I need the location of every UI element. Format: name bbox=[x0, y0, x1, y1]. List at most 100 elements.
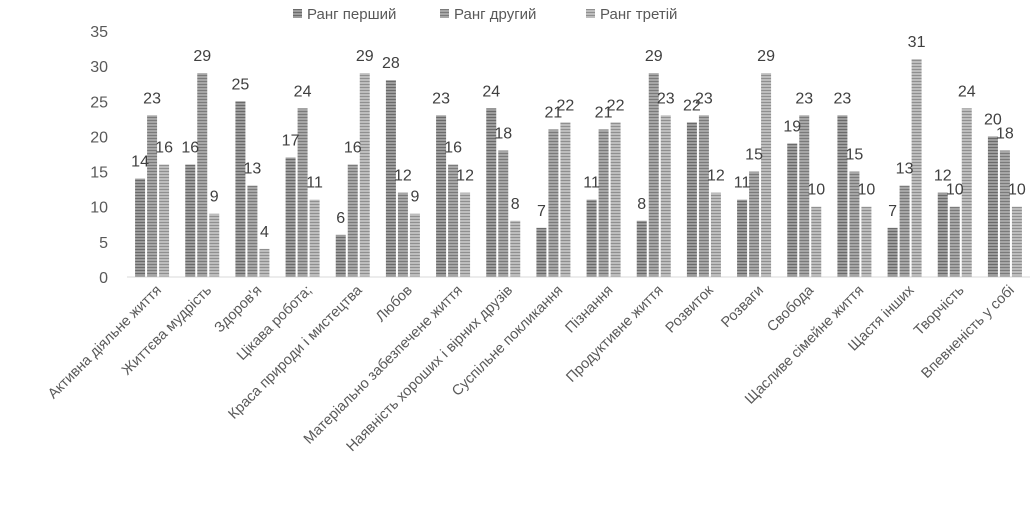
data-label: 31 bbox=[908, 34, 926, 51]
y-tick-label: 15 bbox=[90, 165, 108, 182]
bars bbox=[135, 59, 1022, 278]
data-label: 29 bbox=[645, 48, 663, 65]
bar bbox=[598, 129, 609, 277]
bar bbox=[837, 115, 848, 277]
bar bbox=[961, 108, 972, 277]
bar bbox=[259, 248, 270, 277]
bar bbox=[849, 171, 860, 277]
bar bbox=[987, 136, 998, 277]
data-label: 28 bbox=[382, 55, 400, 72]
x-tick-label: Любов bbox=[373, 282, 416, 325]
data-label: 9 bbox=[210, 189, 219, 206]
data-label: 22 bbox=[557, 97, 575, 114]
data-label: 17 bbox=[282, 133, 300, 150]
data-label: 9 bbox=[410, 189, 419, 206]
data-label: 23 bbox=[695, 90, 713, 107]
data-label: 24 bbox=[294, 83, 312, 100]
data-label: 25 bbox=[232, 76, 250, 93]
data-label: 22 bbox=[683, 97, 701, 114]
legend: Ранг перший Ранг другий Ранг третій bbox=[293, 6, 677, 23]
bar bbox=[560, 122, 571, 277]
bar bbox=[510, 220, 521, 277]
bar bbox=[498, 150, 509, 277]
bar bbox=[359, 73, 370, 278]
data-label: 11 bbox=[306, 175, 323, 192]
data-label: 15 bbox=[745, 147, 763, 164]
bar bbox=[409, 213, 420, 277]
data-label: 12 bbox=[456, 168, 474, 185]
data-label: 16 bbox=[155, 140, 173, 157]
data-label: 10 bbox=[946, 182, 964, 199]
bar bbox=[197, 73, 208, 278]
data-label: 29 bbox=[757, 48, 775, 65]
bar bbox=[861, 206, 872, 277]
bar bbox=[185, 164, 196, 277]
x-tick-label: Життєва мудрість bbox=[119, 283, 215, 379]
legend-swatch bbox=[440, 9, 449, 18]
bar bbox=[610, 122, 621, 277]
bar bbox=[385, 80, 396, 277]
data-label: 13 bbox=[244, 161, 262, 178]
bar bbox=[347, 164, 358, 277]
data-label: 12 bbox=[707, 168, 725, 185]
y-tick-label: 0 bbox=[99, 270, 108, 287]
bar bbox=[436, 115, 447, 277]
data-label: 11 bbox=[583, 175, 600, 192]
bar bbox=[548, 129, 559, 277]
data-label: 21 bbox=[545, 104, 563, 121]
bar bbox=[799, 115, 810, 277]
data-labels: 14 23 16 16 29 9 25 13 4 17 24 11 6 16 29 28 12 9 23 16 12 24… bbox=[131, 34, 1026, 241]
data-label: 13 bbox=[896, 161, 914, 178]
bar bbox=[335, 234, 346, 277]
bar bbox=[209, 213, 220, 277]
bar bbox=[297, 108, 308, 277]
data-label: 24 bbox=[958, 83, 976, 100]
data-label: 4 bbox=[260, 224, 269, 241]
bar bbox=[1011, 206, 1022, 277]
data-label: 21 bbox=[595, 104, 613, 121]
data-label: 10 bbox=[1008, 182, 1026, 199]
data-label: 19 bbox=[783, 118, 801, 135]
x-tick-label: Впевненість у собі bbox=[918, 283, 1017, 382]
data-label: 8 bbox=[511, 196, 520, 213]
bar bbox=[147, 115, 158, 277]
y-tick-label: 30 bbox=[90, 59, 108, 76]
bar bbox=[536, 227, 547, 277]
bar bbox=[749, 171, 760, 277]
data-label: 16 bbox=[444, 140, 462, 157]
bar bbox=[397, 192, 408, 277]
legend-swatch bbox=[586, 9, 595, 18]
bar bbox=[460, 192, 471, 277]
x-tick-label: Розваги bbox=[718, 283, 766, 331]
bar bbox=[586, 199, 597, 277]
bar bbox=[648, 73, 659, 278]
bar bbox=[247, 185, 258, 277]
bar bbox=[698, 115, 709, 277]
data-label: 16 bbox=[344, 140, 362, 157]
data-label: 7 bbox=[537, 203, 546, 220]
data-label: 23 bbox=[795, 90, 813, 107]
y-tick-label: 25 bbox=[90, 94, 108, 111]
bar bbox=[737, 199, 748, 277]
data-label: 18 bbox=[996, 125, 1014, 142]
bar bbox=[235, 101, 246, 278]
data-label: 15 bbox=[846, 147, 864, 164]
y-tick-label: 35 bbox=[90, 24, 108, 41]
bar bbox=[309, 199, 320, 277]
bar bbox=[486, 108, 497, 277]
bar bbox=[135, 178, 146, 277]
data-label: 6 bbox=[336, 210, 345, 227]
bar bbox=[787, 143, 798, 277]
y-tick-label: 10 bbox=[90, 200, 108, 217]
bar bbox=[660, 115, 671, 277]
data-label: 10 bbox=[807, 182, 825, 199]
bar bbox=[159, 164, 170, 277]
bar bbox=[899, 185, 910, 277]
data-label: 18 bbox=[494, 125, 512, 142]
bar bbox=[710, 192, 721, 277]
data-label: 29 bbox=[356, 48, 374, 65]
data-label: 23 bbox=[657, 90, 675, 107]
x-tick-label: Розвиток bbox=[663, 282, 717, 336]
